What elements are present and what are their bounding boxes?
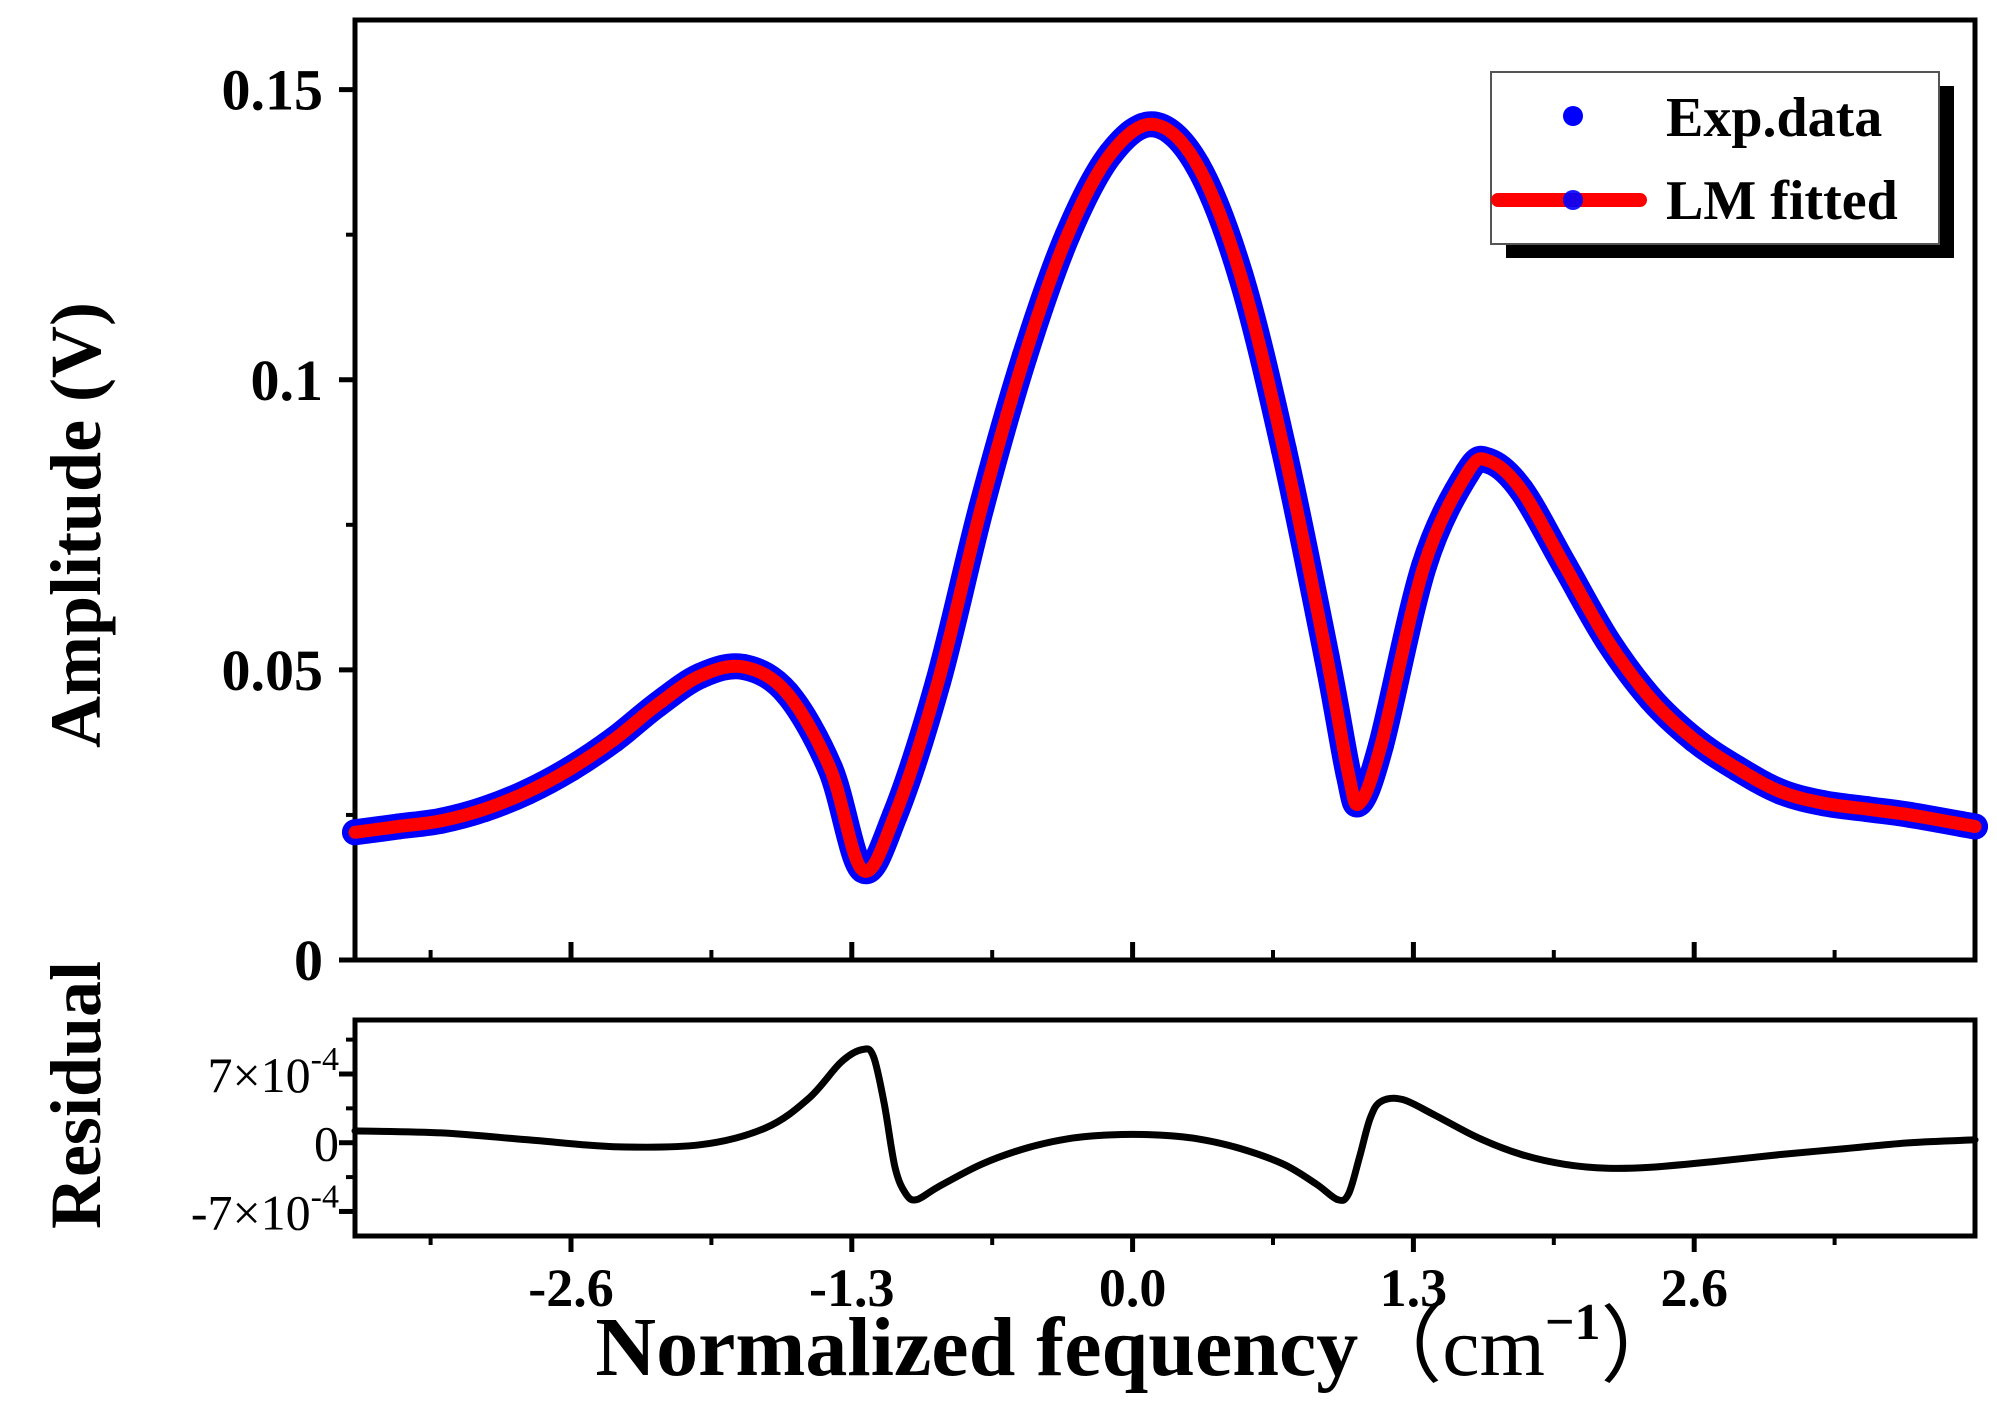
residual-x-tick-label: -2.6	[528, 1258, 613, 1318]
residual-y-ticks: -7×10-4 0 7×10-4	[191, 1037, 355, 1240]
legend-box	[1490, 71, 1940, 245]
residual-y-tick-label: 7×10-4	[207, 1041, 339, 1103]
legend-lm-fitted-marker	[1563, 190, 1583, 210]
main-plot-area: 0 0.05 0.1 0.15	[222, 17, 1988, 993]
x-axis-label-close: ）	[1601, 1301, 1685, 1394]
series-lm-fitted-line	[348, 117, 1982, 878]
residual-x-tick-label: -1.3	[809, 1258, 894, 1318]
residual-series-layer	[351, 1045, 1979, 1204]
residual-x-tick-label: 2.6	[1660, 1258, 1728, 1318]
residual-y-tick-label: 0	[314, 1116, 339, 1172]
residual-y-axis-label: Residual	[36, 961, 116, 1229]
main-plot-frame	[352, 17, 1978, 963]
residual-x-tick-label: 1.3	[1380, 1258, 1448, 1318]
legend-exp-data-marker	[1563, 106, 1583, 126]
main-y-tick-label: 0	[294, 928, 323, 993]
legend-exp-data-label: Exp.data	[1666, 87, 1882, 149]
x-axis-label-unit: （cm	[1358, 1301, 1545, 1394]
main-x-ticks	[428, 942, 1837, 960]
residual-y-tick-label: -7×10-4	[191, 1178, 339, 1240]
residual-plot-area: -7×10-4 0 7×10-4 -2.6 -1.3 0.0 1.3 2.6	[191, 1017, 1979, 1318]
legend-lm-fitted-label: LM fitted	[1666, 170, 1898, 232]
residual-x-ticks: -2.6 -1.3 0.0 1.3 2.6	[428, 1236, 1837, 1318]
x-axis-label-unit-exponent: −1	[1545, 1294, 1601, 1351]
main-y-tick-label: 0.1	[251, 348, 324, 413]
x-axis-label-main: Normalized fequency	[595, 1301, 1358, 1394]
legend: Exp.data LM fitted	[1490, 71, 1954, 258]
main-y-ticks: 0 0.05 0.1 0.15	[222, 58, 355, 993]
main-series-layer	[342, 111, 1988, 885]
main-y-tick-label: 0.15	[222, 58, 324, 123]
residual-x-tick-label: 0.0	[1099, 1258, 1167, 1318]
main-y-axis-label: Amplitude (V)	[36, 302, 116, 748]
series-residual-line	[351, 1045, 1979, 1204]
residual-plot-frame	[352, 1017, 1978, 1239]
main-y-tick-label: 0.05	[222, 638, 324, 703]
x-axis-label: Normalized fequency（cm−1）	[595, 1294, 1684, 1394]
